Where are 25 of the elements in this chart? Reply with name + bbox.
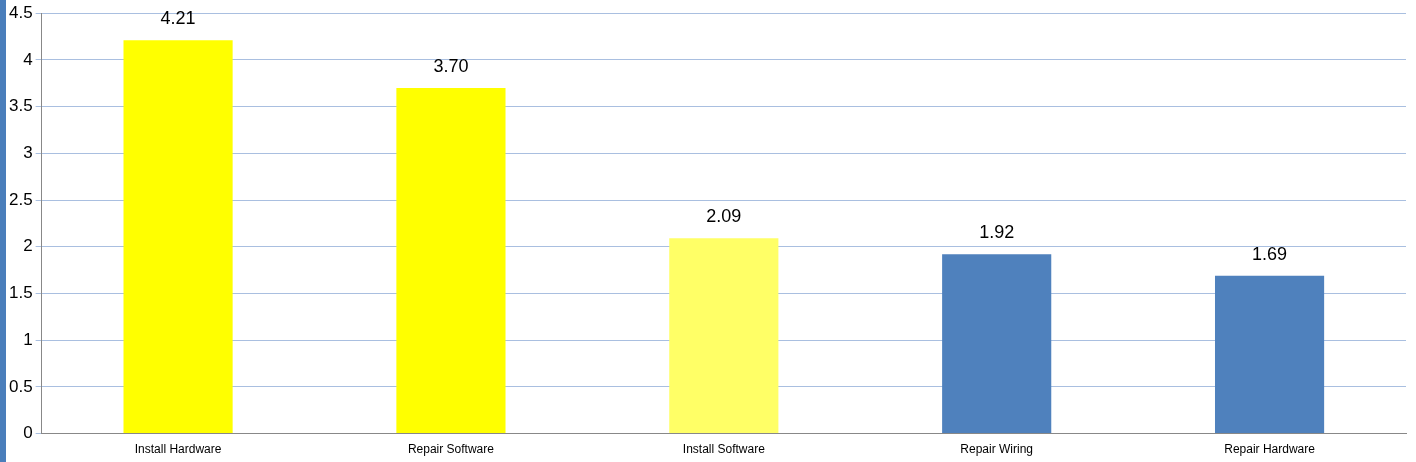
y-tick-label: 4.5 xyxy=(8,2,33,22)
data-label: 4.21 xyxy=(160,8,196,29)
y-tick-label: 1 xyxy=(23,329,33,349)
x-tick-label: Repair Wiring xyxy=(960,442,1034,457)
x-tick-label: Repair Software xyxy=(407,442,495,457)
data-label: 2.09 xyxy=(706,206,742,227)
bar xyxy=(1214,275,1325,434)
bar xyxy=(942,254,1052,434)
y-tick-label: 3.5 xyxy=(8,96,33,116)
data-label: 1.69 xyxy=(1252,243,1288,264)
y-tick-label: 4 xyxy=(23,49,33,69)
y-tick-label: 2.5 xyxy=(8,189,33,209)
bar xyxy=(669,238,779,434)
x-tick-label: Repair Hardware xyxy=(1224,442,1316,457)
x-tick-label: Install Hardware xyxy=(134,442,222,457)
bar xyxy=(396,87,506,434)
data-label: 1.92 xyxy=(979,222,1015,243)
y-tick-label: 3 xyxy=(23,143,33,163)
y-tick-label: 1.5 xyxy=(8,283,33,303)
y-tick-label: 0.5 xyxy=(8,376,33,396)
bar xyxy=(123,40,233,434)
y-tick-label: 2 xyxy=(23,236,33,256)
data-label: 3.70 xyxy=(433,55,469,76)
y-tick-label: 0 xyxy=(23,423,33,443)
x-tick-label: Install Software xyxy=(682,442,766,457)
